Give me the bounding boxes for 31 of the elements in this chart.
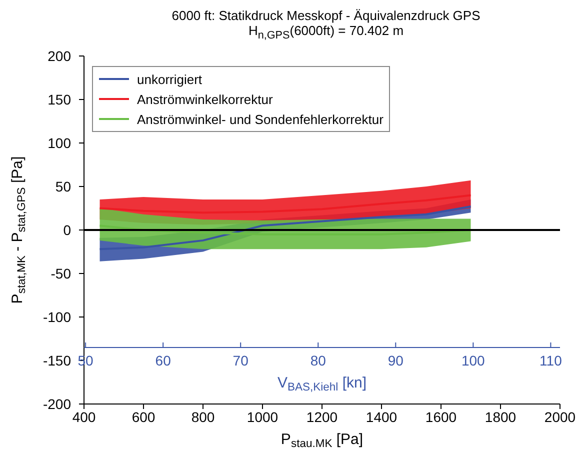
x-tick-label: 600 [132, 408, 156, 425]
y-tick-label: 150 [48, 92, 72, 108]
y-tick-label: 100 [48, 135, 72, 151]
x-tick-label: 1200 [306, 408, 338, 425]
legend-label: unkorrigiert [137, 72, 202, 86]
x2-tick-label: 60 [155, 352, 172, 368]
x2-tick-label: 100 [461, 352, 486, 368]
y-tick-label: -100 [42, 309, 72, 325]
x2-tick-label: 80 [310, 352, 326, 368]
x2-tick-label: 110 [540, 352, 562, 368]
x-tick-label: 1600 [425, 408, 457, 425]
x-tick-label: 800 [191, 408, 215, 425]
x-tick-label: 1000 [246, 408, 278, 425]
y-tick-label: -200 [42, 396, 72, 412]
legend-label: Anströmwinkel- und Sondenfehlerkorrektur [137, 112, 384, 126]
x-tick-label: 2000 [544, 408, 576, 425]
y-tick-label: 0 [63, 222, 72, 238]
x-tick-label: 1800 [484, 408, 516, 425]
x2-tick-label: 70 [232, 352, 249, 368]
x2-axis-title: V$_{BAS,Kiehl}$ [kn] [277, 374, 367, 394]
x-tick-label: 400 [72, 408, 96, 425]
y-tick-label: 200 [48, 48, 72, 64]
x-tick-label: 1400 [366, 408, 398, 425]
chart-subtitle: H$_{n,GPS}$(6000ft) = 70.402 m [247, 23, 405, 44]
x-axis-title: P$_{stau.MK}$ [Pa] [280, 431, 364, 450]
legend-label: Anströmwinkelkorrektur [137, 92, 273, 106]
y-tick-label: 50 [55, 178, 72, 194]
y-tick-label: -50 [50, 266, 72, 282]
x2-tick-label: 90 [388, 352, 404, 368]
y-tick-label: -150 [42, 352, 72, 368]
chart-title: 6000 ft: Statikdruck Messkopf - Äquivalenzdruck GPS [170, 8, 482, 23]
